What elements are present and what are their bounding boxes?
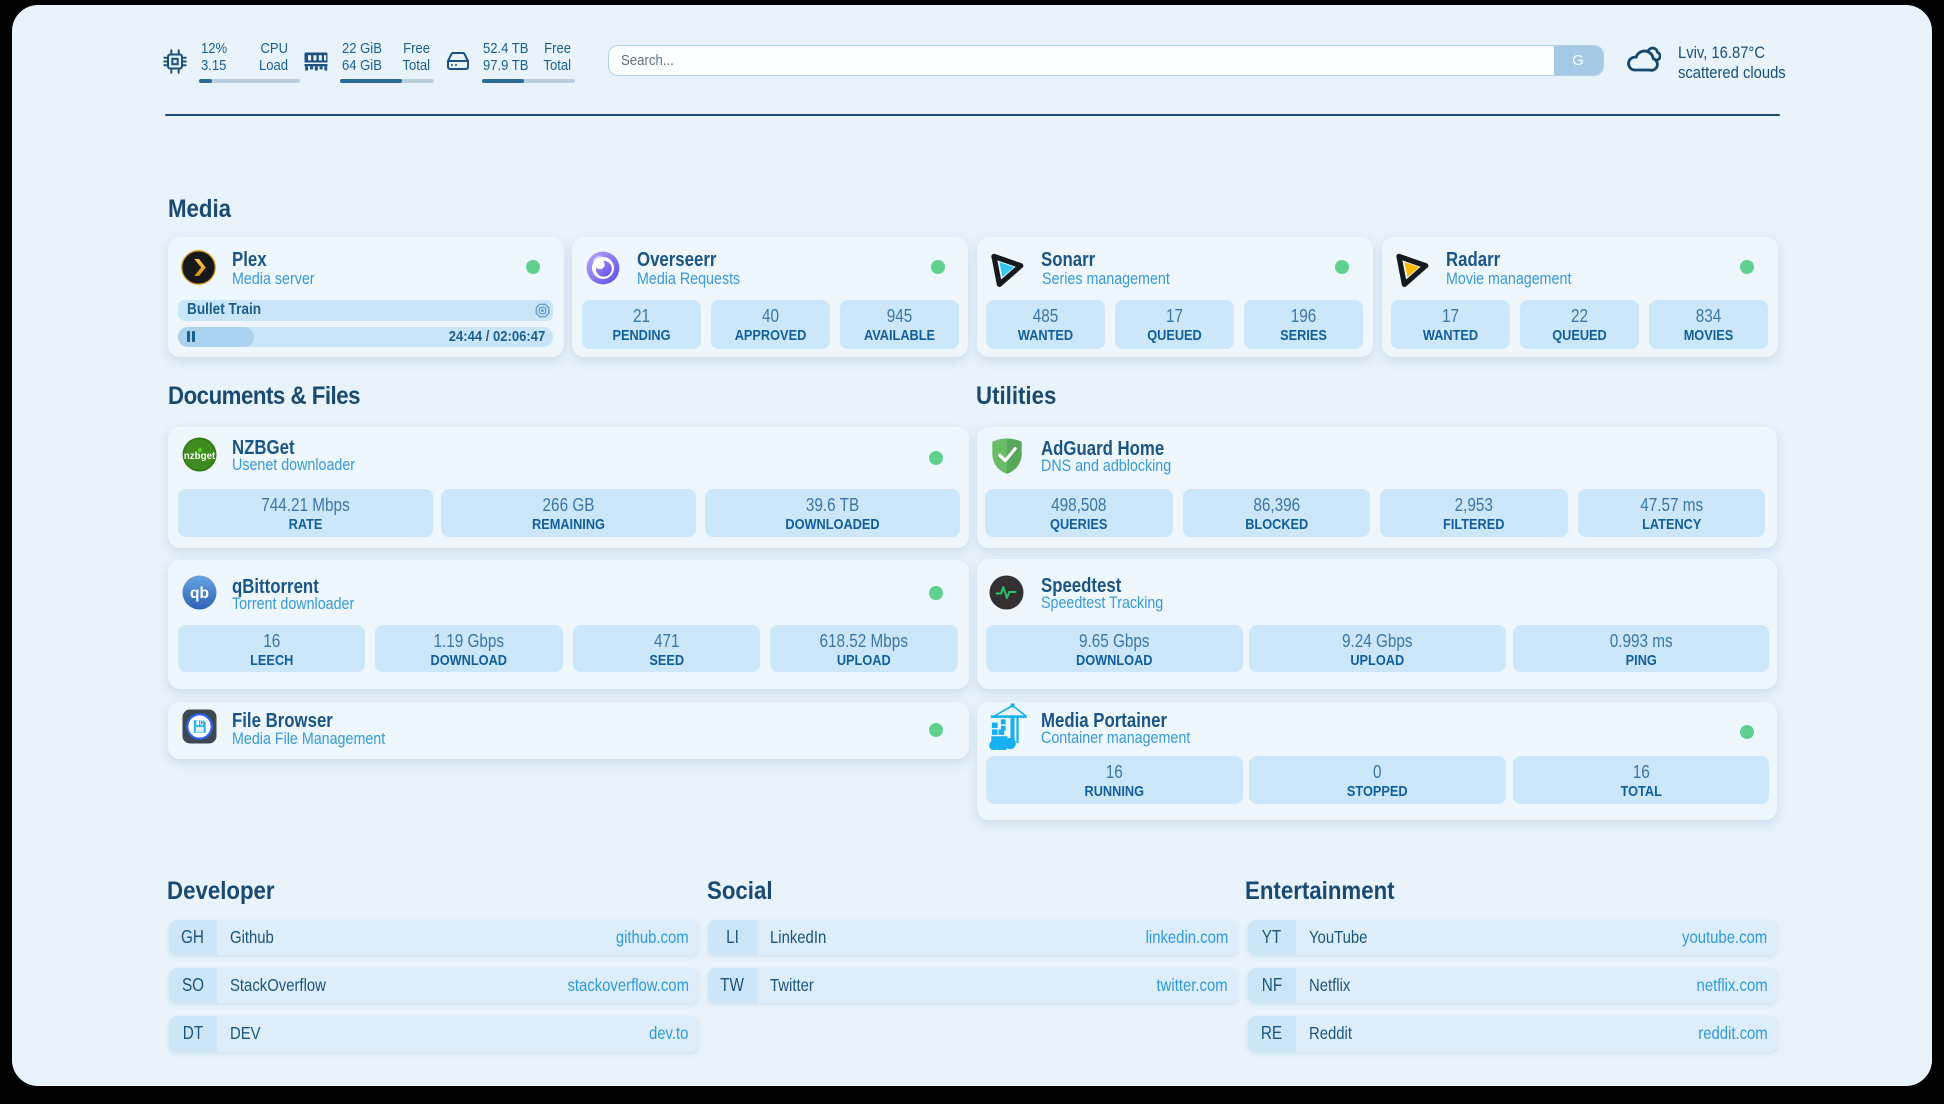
svg-text:qb: qb	[190, 585, 209, 602]
svg-text:nzbget: nzbget	[183, 451, 215, 462]
